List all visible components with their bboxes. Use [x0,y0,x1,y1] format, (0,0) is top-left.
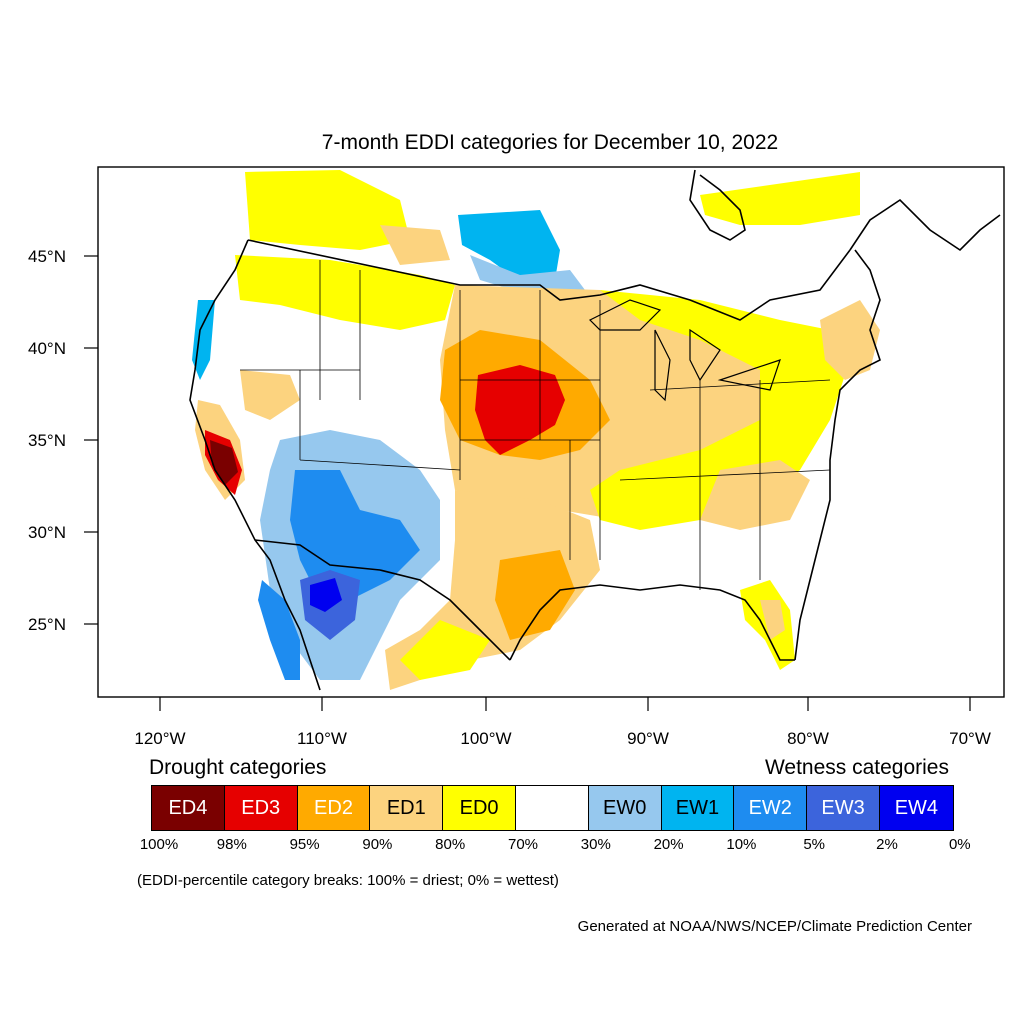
lon-label: 120°W [134,729,185,748]
field-ew2-southwest [290,470,420,600]
lat-labels: 45°N 40°N 35°N 30°N 25°N [28,247,66,634]
field-ed0-northwest [245,170,410,250]
us-canada-border [247,239,851,321]
percentile-label: 0% [948,836,971,853]
percentile-label: 20% [653,836,684,853]
lon-label: 90°W [627,729,669,748]
legend-box-ew4: EW4 [879,786,953,830]
lon-label: 100°W [460,729,511,748]
percentile-label: 95% [289,836,320,853]
legend-color-bar: ED4 ED3 ED2 ED1 ED0 EW0 EW1 EW2 EW3 EW4 [151,785,954,831]
legend-box-ed4: ED4 [152,786,225,830]
wetness-categories-heading: Wetness categories [764,756,949,779]
state-lines [240,260,831,590]
lon-label: 70°W [949,729,991,748]
west-coast [189,239,321,691]
field-ew4-sonora [310,578,342,612]
field-ed1-carolinas [700,460,810,530]
legend-box-neutral [515,786,589,830]
gulf-coast [509,584,795,661]
percentile-label: 80% [435,836,466,853]
lat-label: 25°N [28,615,66,634]
credit-line: Generated at NOAA/NWS/NCEP/Climate Predi… [577,918,972,935]
legend-box-ew1: EW1 [661,786,735,830]
percentile-label: 100% [139,836,179,853]
legend-box-ed3: ED3 [224,786,298,830]
map-title: 7-month EDDI categories for December 10,… [321,131,779,154]
mexico-border [254,539,511,661]
legend-box-ed2: ED2 [297,786,371,830]
percentile-label: 5% [803,836,826,853]
drought-categories-heading: Drought categories [149,756,327,779]
canada-east-coast [849,198,1001,252]
field-ed1-northeast [820,300,880,380]
lon-label: 110°W [297,729,347,748]
percentile-label: 98% [216,836,247,853]
field-ew1-superior [458,210,560,282]
field-ew0-superior [470,255,585,292]
eddi-map: 45°N 40°N 35°N 30°N 25°N 120°W 110°W 100… [28,166,1005,748]
hudson-bay-coast [689,169,746,241]
field-ed0-texas [400,620,490,680]
map-frame [97,166,1005,698]
legend-box-ew2: EW2 [734,786,808,830]
percentile-label: 10% [726,836,757,853]
field-ed0-northwest-us [235,255,455,330]
category-breaks-note: (EDDI-percentile category breaks: 100% =… [137,872,559,889]
legend-box-ew3: EW3 [807,786,880,830]
lat-label: 40°N [28,339,66,358]
field-ed0-northeast [700,172,860,225]
legend-box-ed0: ED0 [443,786,516,830]
field-ew1-coast [192,300,215,380]
legend-box-ew0: EW0 [588,786,662,830]
lat-label: 35°N [28,431,66,450]
percentile-label: 30% [580,836,611,853]
lon-labels: 120°W 110°W 100°W 90°W 80°W 70°W [134,729,990,748]
lat-label: 45°N [28,247,66,266]
field-ed1-florida [760,600,785,640]
east-coast [794,249,881,661]
field-ed1-northwest [380,225,450,265]
field-ed4-california [210,440,238,485]
percentile-label: 70% [507,836,539,853]
legend-box-ed1: ED1 [370,786,444,830]
great-lakes [588,299,781,402]
lon-ticks [159,697,971,711]
field-ed3-nebraska [475,365,565,455]
percentile-label: 90% [362,836,393,853]
coastlines [189,169,1001,691]
field-ed1-great-basin [240,370,300,420]
percentile-label: 2% [876,836,898,853]
lat-label: 30°N [28,523,66,542]
field-ew2-baja [258,580,300,680]
lat-ticks [84,255,98,625]
category-fields [192,170,880,690]
lon-label: 80°W [787,729,829,748]
field-ed2-texas [495,550,575,640]
